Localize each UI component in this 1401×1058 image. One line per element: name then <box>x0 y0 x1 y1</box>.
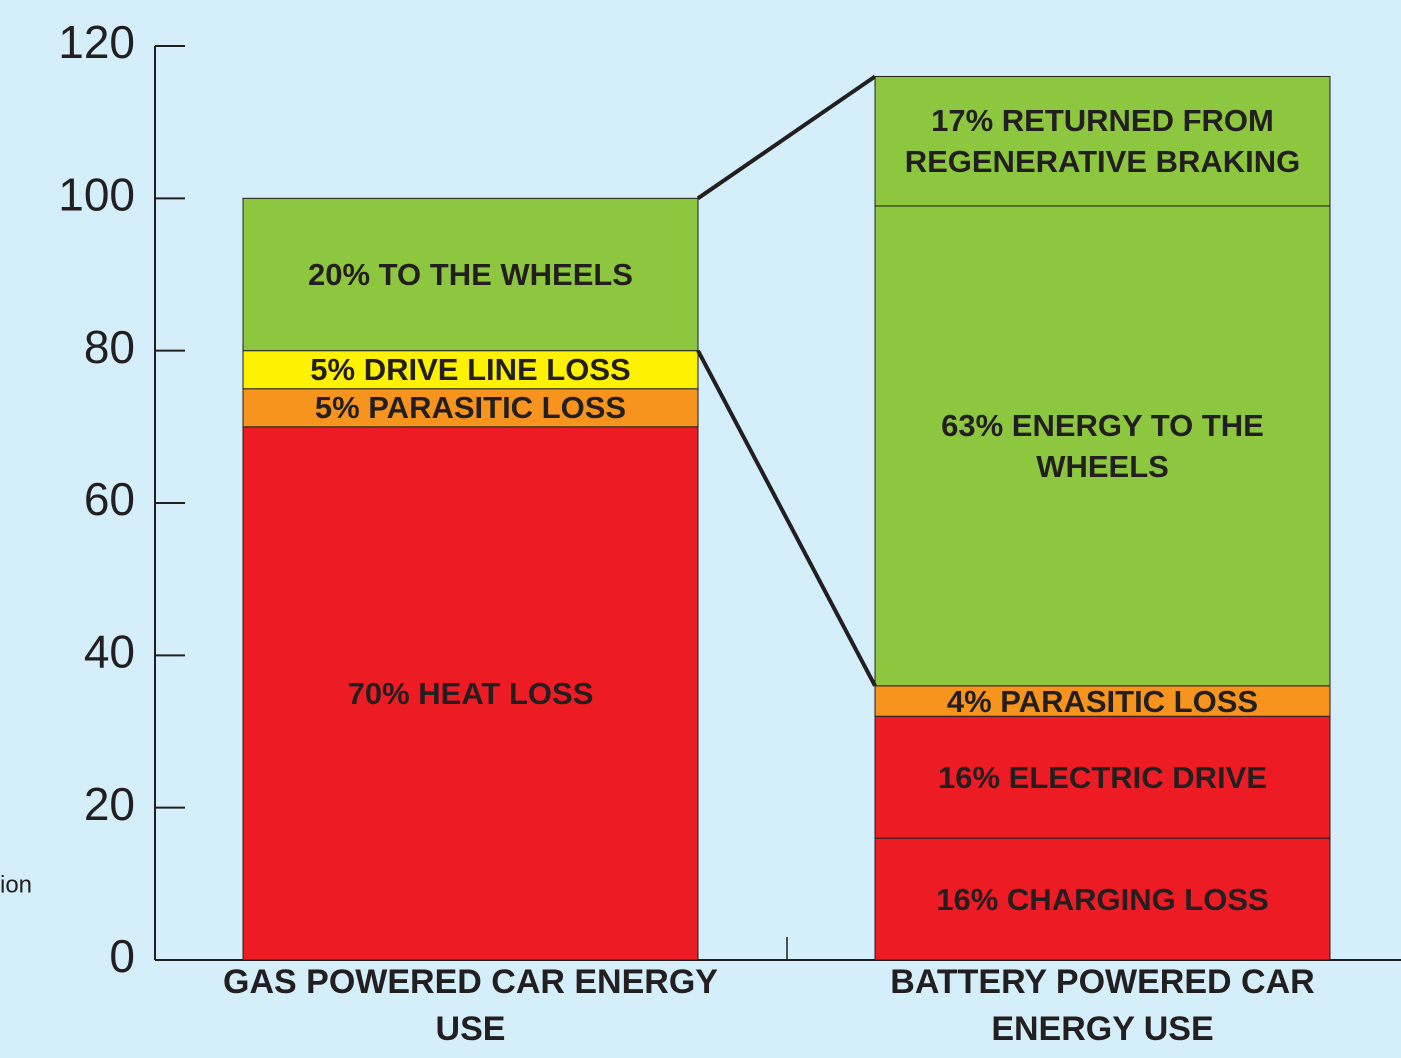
x-tick-label: BATTERY POWERED CAR ENERGY USE <box>890 963 1315 1048</box>
bar-segment <box>874 715 1331 839</box>
segment-label: 20% TO THE WHEELS <box>308 256 633 292</box>
bar-segment <box>874 685 1331 717</box>
y-tick-label: 80 <box>84 321 135 373</box>
segment-label: 70% HEAT LOSS <box>347 675 594 711</box>
y-tick-label: 20 <box>84 778 135 830</box>
bar-segment <box>242 388 699 428</box>
y-tick-label: 60 <box>84 473 135 525</box>
bar-segment <box>242 197 699 352</box>
segment-label: 17% RETURNED FROM REGENERATIVE BRAKING <box>904 103 1301 180</box>
connector <box>696 349 877 687</box>
segment-label: 63% ENERGY TO THE WHEELS <box>941 407 1264 484</box>
segment-label: 5% DRIVE LINE LOSS <box>310 352 631 388</box>
bar-segment <box>874 837 1331 961</box>
bar-segment <box>242 350 699 390</box>
segment-label: 4% PARASITIC LOSS <box>946 683 1259 719</box>
cut-annotation: ion <box>0 871 32 898</box>
bar-segment <box>874 205 1331 687</box>
y-tick-label: 0 <box>109 930 135 982</box>
y-tick-label: 100 <box>58 168 135 220</box>
x-tick-label: GAS POWERED CAR ENERGY USE <box>223 963 718 1048</box>
connector <box>696 74 877 200</box>
segment-label: 16% CHARGING LOSS <box>936 881 1269 917</box>
bar-segment <box>874 75 1331 207</box>
segment-label: 16% ELECTRIC DRIVE <box>937 759 1267 795</box>
y-tick-label: 120 <box>58 16 135 68</box>
segment-label: 5% PARASITIC LOSS <box>314 390 627 426</box>
y-tick-label: 40 <box>84 625 135 677</box>
